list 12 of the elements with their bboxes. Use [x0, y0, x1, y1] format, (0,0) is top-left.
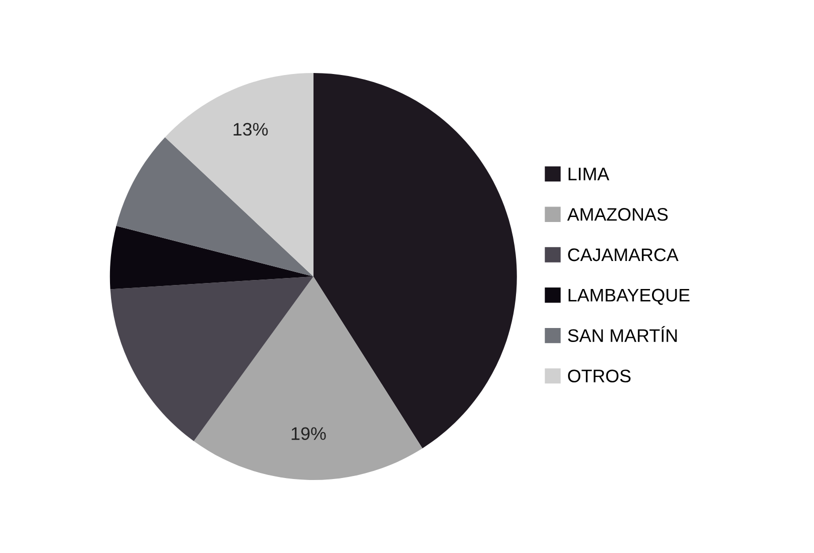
legend-label: SAN MARTÍN: [568, 326, 677, 342]
legend-label: AMAZONAS: [567, 208, 668, 221]
pie-slice: [194, 276, 422, 480]
legend-label: CAJAMARCA: [568, 248, 678, 262]
data-label: 13%: [234, 122, 268, 136]
pie-slice: [165, 73, 314, 276]
legend-label: OTROS: [568, 370, 631, 382]
legend-label: LIMA: [568, 168, 610, 180]
pie-slice: [116, 137, 314, 276]
data-label: 19%: [292, 427, 326, 440]
legend-label: LAMBAYEQUE: [568, 288, 690, 305]
pie-slice: [110, 226, 314, 290]
